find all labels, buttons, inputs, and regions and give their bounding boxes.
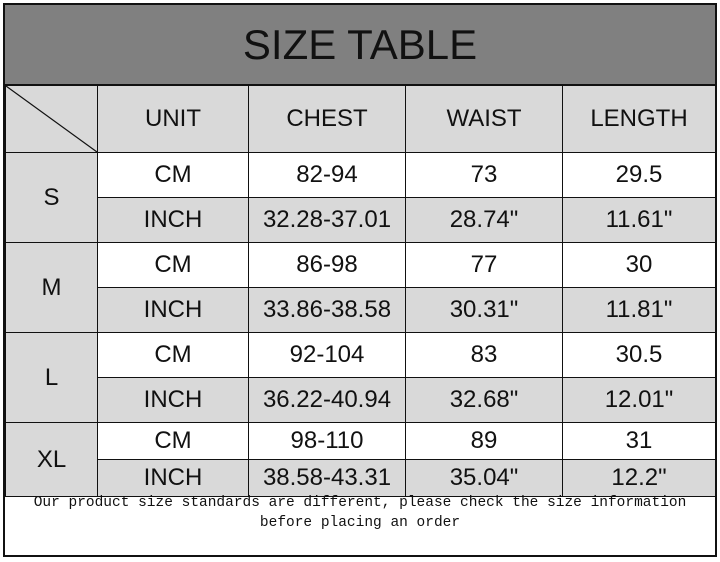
cell-unit: CM: [97, 332, 249, 378]
cell-length: 12.2": [562, 459, 716, 497]
table-row: INCH 33.86-38.58 30.31" 11.81": [6, 287, 716, 333]
cell-unit: CM: [97, 422, 249, 460]
cell-unit: CM: [97, 242, 249, 288]
cell-chest: 36.22-40.94: [248, 377, 406, 423]
size-label: M: [5, 242, 98, 333]
table-row: S CM 82-94 73 29.5: [5, 152, 716, 243]
size-label: XL: [5, 422, 98, 497]
cell-chest: 86-98: [248, 242, 406, 288]
footer-note: Our product size standards are different…: [33, 495, 687, 531]
cell-length: 12.01": [562, 377, 716, 423]
cell-length: 11.81": [562, 287, 716, 333]
cell-unit: INCH: [97, 377, 249, 423]
table-row: INCH 32.28-37.01 28.74" 11.61": [6, 197, 716, 243]
header-chest: CHEST: [248, 85, 406, 153]
cell-waist: 83: [405, 332, 563, 378]
cell-waist: 30.31": [405, 287, 563, 333]
cell-chest: 33.86-38.58: [248, 287, 406, 333]
cell-waist: 89: [405, 422, 563, 460]
cell-waist: 73: [405, 152, 563, 198]
table-row: INCH 36.22-40.94 32.68" 12.01": [6, 377, 716, 423]
cell-length: 31: [562, 422, 716, 460]
cell-length: 29.5: [562, 152, 716, 198]
cell-chest: 32.28-37.01: [248, 197, 406, 243]
size-label: S: [5, 152, 98, 243]
cell-length: 30.5: [562, 332, 716, 378]
table-row: XL CM 98-110 89 31: [5, 422, 716, 497]
header-row: UNIT CHEST WAIST LENGTH: [5, 85, 716, 153]
cell-unit: INCH: [97, 287, 249, 333]
cell-waist: 32.68": [405, 377, 563, 423]
cell-chest: 92-104: [248, 332, 406, 378]
header-length: LENGTH: [562, 85, 716, 153]
size-table-image: SIZE TABLE UNIT CHEST WAIST LENGTH S CM 82…: [3, 3, 717, 557]
cell-chest: 38.58-43.31: [248, 459, 406, 497]
cell-length: 11.61": [562, 197, 716, 243]
page-title: SIZE TABLE: [5, 5, 715, 85]
size-label: L: [5, 332, 98, 423]
cell-waist: 77: [405, 242, 563, 288]
corner-cell: [5, 85, 98, 153]
header-waist: WAIST: [405, 85, 563, 153]
table-row: L CM 92-104 83 30.5: [5, 332, 716, 423]
cell-unit: CM: [97, 152, 249, 198]
header-unit: UNIT: [97, 85, 249, 153]
cell-chest: 82-94: [248, 152, 406, 198]
cell-unit: INCH: [97, 197, 249, 243]
diagonal-line-icon: [6, 86, 97, 152]
cell-chest: 98-110: [248, 422, 406, 460]
table-row: INCH 38.58-43.31 35.04" 12.2": [6, 459, 716, 497]
size-table: UNIT CHEST WAIST LENGTH S CM 82-94 73 29.5 IN…: [5, 85, 716, 497]
table-row: M CM 86-98 77 30: [5, 242, 716, 333]
cell-waist: 35.04": [405, 459, 563, 497]
cell-waist: 28.74": [405, 197, 563, 243]
cell-length: 30: [562, 242, 716, 288]
